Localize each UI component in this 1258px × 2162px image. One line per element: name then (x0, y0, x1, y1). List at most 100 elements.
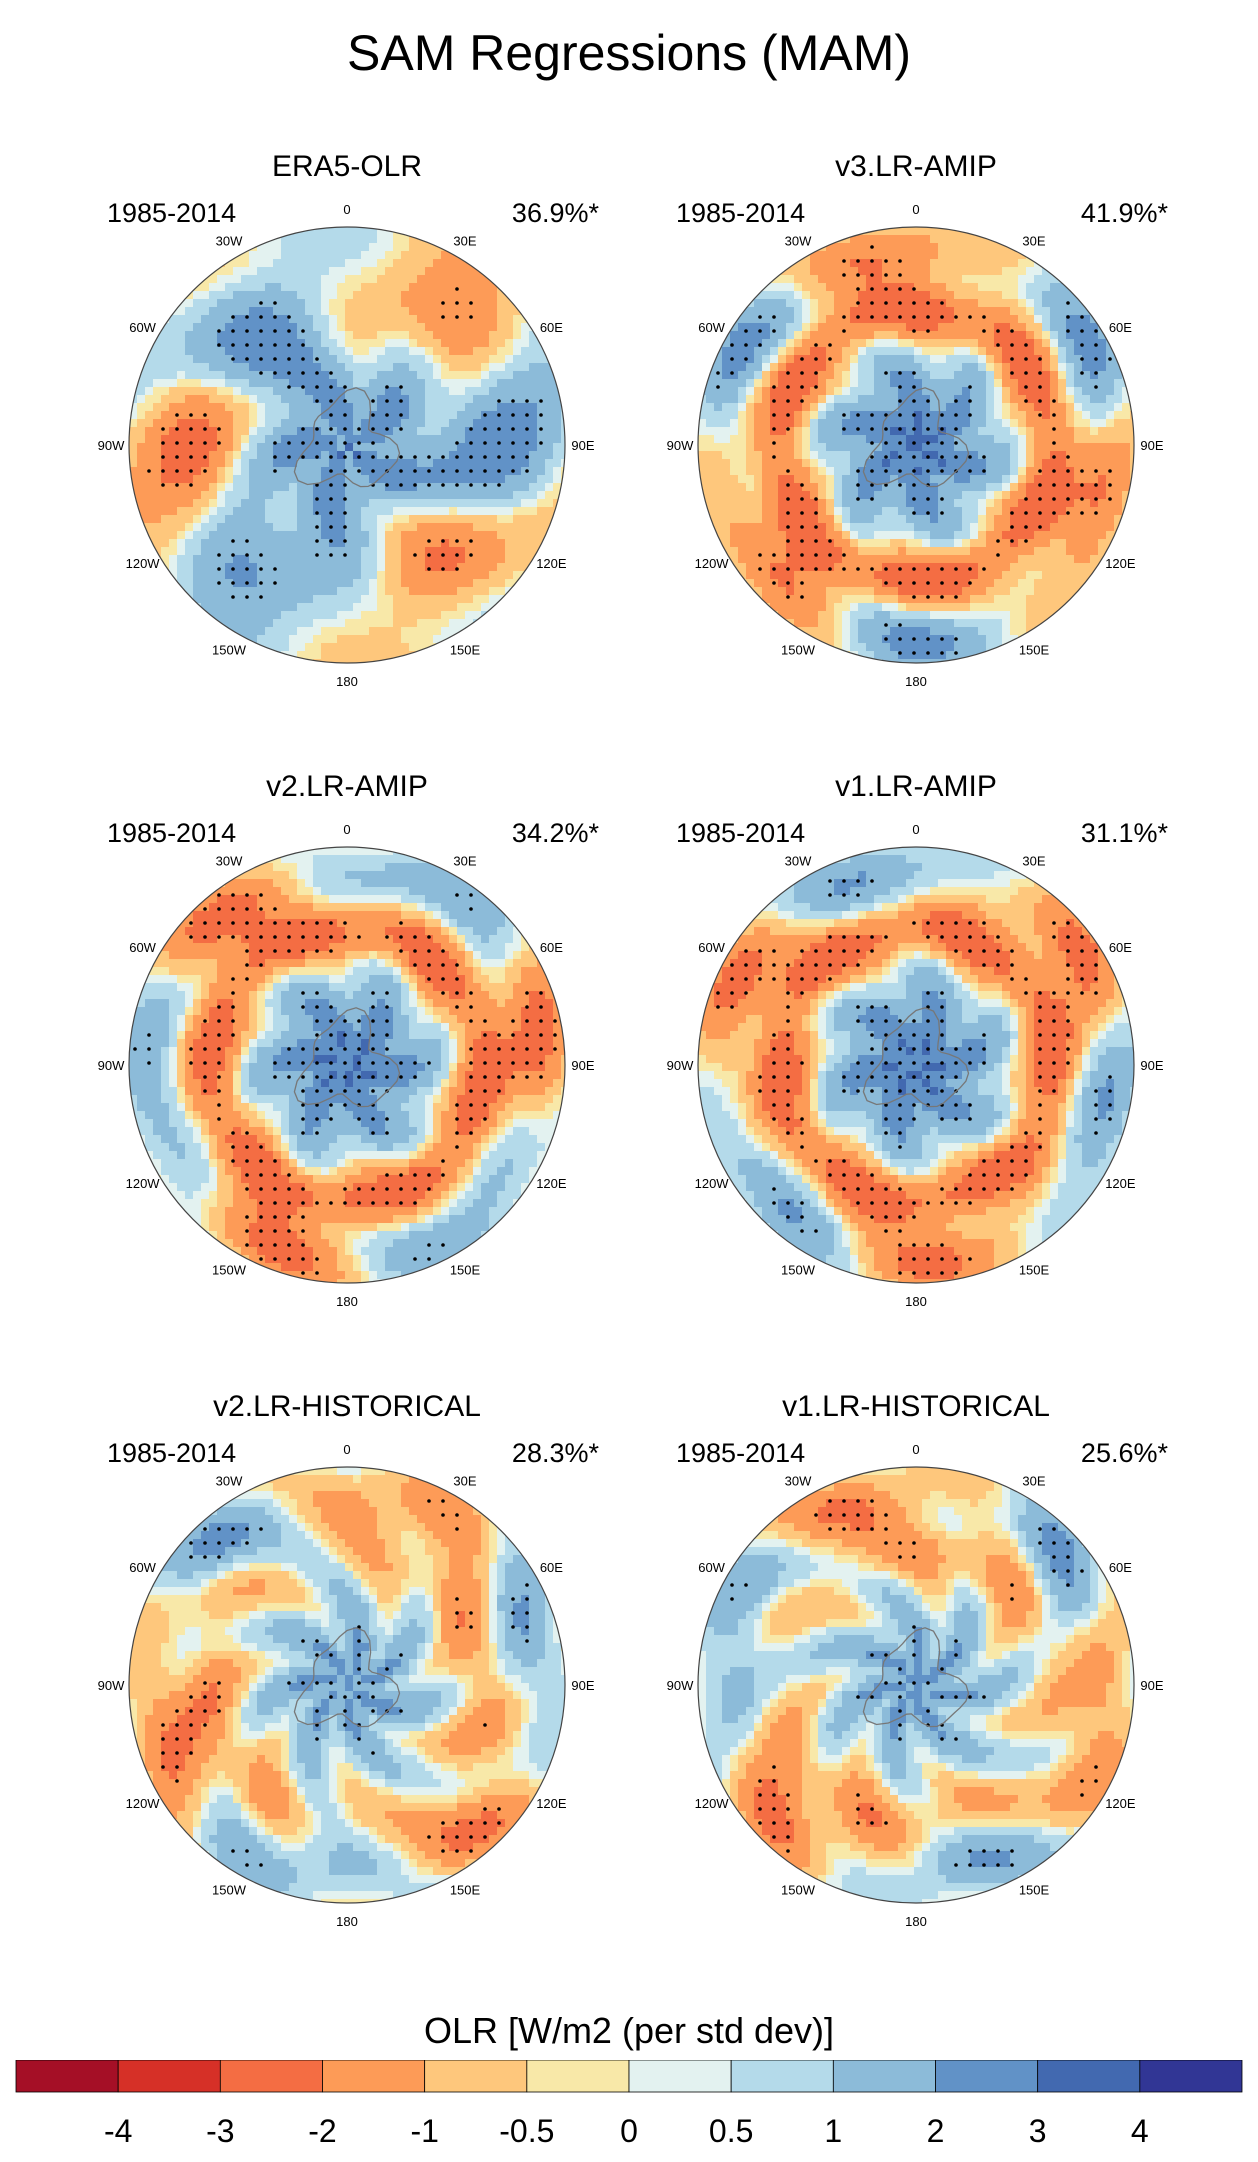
map-border (697, 226, 1135, 664)
longitude-label: 60E (540, 940, 563, 955)
longitude-label: 60E (1109, 940, 1132, 955)
longitude-label: 60E (540, 320, 563, 335)
longitude-label: 90W (98, 438, 125, 453)
map-border (697, 846, 1135, 1284)
longitude-label: 90W (667, 438, 694, 453)
olr-field (129, 1467, 565, 1903)
significance-stipple (133, 893, 557, 1275)
colorbar-tick-label: -0.5 (499, 2113, 554, 2149)
coastline (293, 387, 401, 488)
longitude-label: 120E (536, 1176, 567, 1191)
longitude-label: 90E (1140, 1678, 1163, 1693)
longitude-label: 0 (912, 822, 919, 837)
panel-title: v1.LR-AMIP (835, 770, 997, 803)
map-border (697, 1466, 1135, 1904)
longitude-label: 30W (216, 854, 243, 869)
longitude-label: 90E (571, 1058, 594, 1073)
longitude-label: 150W (212, 642, 247, 657)
longitude-label: 90W (667, 1678, 694, 1693)
longitude-label: 120E (536, 556, 567, 571)
colorbar-swatch (1037, 2060, 1141, 2093)
longitude-label: 90E (571, 438, 594, 453)
longitude-label: 0 (912, 1442, 919, 1457)
panel-title: v3.LR-AMIP (835, 150, 997, 183)
colorbar-swatch (1139, 2060, 1243, 2093)
longitude-label: 150W (781, 642, 816, 657)
longitude-label: 120E (536, 1796, 567, 1811)
polar-map: 0 30E 60E 90E 120E 150E 180 150W 120W 90W 60W 30W (667, 1442, 1164, 1929)
longitude-label: 30E (453, 1474, 476, 1489)
olr-field (698, 847, 1134, 1283)
longitude-label: 30W (785, 234, 812, 249)
longitude-label: 180 (336, 674, 358, 689)
longitude-label: 30W (785, 1474, 812, 1489)
coastline (293, 1627, 401, 1728)
period-label: 1985-2014 (676, 818, 806, 848)
longitude-label: 180 (905, 1914, 927, 1929)
longitude-label: 150E (450, 1882, 481, 1897)
polar-map: 0 30E 60E 90E 120E 150E 180 150W 120W 90W 60W 30W (667, 202, 1164, 689)
longitude-label: 150E (450, 642, 481, 657)
polar-map: 0 30E 60E 90E 120E 150E 180 150W 120W 90W 60W 30W (98, 1442, 595, 1929)
polar-map: 0 30E 60E 90E 120E 150E 180 150W 120W 90W 60W 30W (98, 822, 595, 1309)
longitude-label: 120W (695, 1176, 730, 1191)
significance-stipple (147, 287, 543, 599)
longitude-label: 0 (343, 202, 350, 217)
longitude-label: 90W (98, 1058, 125, 1073)
colorbar-tick-label: -4 (104, 2113, 132, 2149)
polar-map: 0 30E 60E 90E 120E 150E 180 150W 120W 90W 60W 30W (667, 822, 1164, 1309)
longitude-label: 120W (695, 556, 730, 571)
significance-stipple (716, 879, 1112, 1275)
colorbar-swatch (117, 2060, 221, 2093)
longitude-label: 60W (698, 940, 725, 955)
longitude-label: 60W (129, 320, 156, 335)
figure-title: SAM Regressions (MAM) (347, 25, 911, 81)
longitude-label: 30E (453, 854, 476, 869)
longitude-label: 30E (1022, 234, 1045, 249)
variance-percent: 36.9%* (511, 198, 599, 228)
longitude-label: 180 (905, 674, 927, 689)
period-label: 1985-2014 (107, 818, 237, 848)
longitude-label: 30E (1022, 854, 1045, 869)
colorbar-tick-label: 2 (927, 2113, 945, 2149)
longitude-label: 90W (98, 1678, 125, 1693)
longitude-label: 180 (905, 1294, 927, 1309)
longitude-label: 150E (1019, 642, 1050, 657)
longitude-label: 90W (667, 1058, 694, 1073)
longitude-label: 150W (781, 1882, 816, 1897)
panel-v1-lr-historical: v1.LR-HISTORICAL 1985-2014 25.6%* 0 30E 60… (616, 1390, 1216, 1950)
longitude-label: 120E (1105, 1176, 1136, 1191)
colorbar-swatch (526, 2060, 630, 2093)
variance-percent: 25.6%* (1080, 1438, 1168, 1468)
panel-title: v2.LR-AMIP (266, 770, 428, 803)
longitude-label: 90E (571, 1678, 594, 1693)
longitude-label: 60W (698, 320, 725, 335)
longitude-label: 150E (1019, 1262, 1050, 1277)
colorbar-swatch (832, 2060, 936, 2093)
longitude-label: 60W (129, 940, 156, 955)
panel-v3-lr-amip: v3.LR-AMIP 1985-2014 41.9%* 0 30E 60E 90E 12… (616, 150, 1216, 710)
longitude-label: 60W (698, 1560, 725, 1575)
longitude-label: 120W (695, 1796, 730, 1811)
colorbar-tick-label: 0 (620, 2113, 638, 2149)
colorbar-tick-label: 1 (824, 2113, 842, 2149)
period-label: 1985-2014 (676, 198, 806, 228)
panel-v1-lr-amip: v1.LR-AMIP 1985-2014 31.1%* 0 30E 60E 90E 12… (616, 770, 1216, 1330)
polar-map: 0 30E 60E 90E 120E 150E 180 150W 120W 90W 60W 30W (98, 202, 595, 689)
longitude-label: 90E (1140, 1058, 1163, 1073)
longitude-label: 150W (781, 1262, 816, 1277)
period-label: 1985-2014 (107, 1438, 237, 1468)
longitude-label: 30E (1022, 1474, 1045, 1489)
longitude-label: 0 (343, 822, 350, 837)
colorbar-tick-label: 0.5 (709, 2113, 753, 2149)
longitude-label: 60E (540, 1560, 563, 1575)
longitude-label: 120W (126, 556, 161, 571)
longitude-label: 150W (212, 1882, 247, 1897)
colorbar-swatch (322, 2060, 426, 2093)
colorbar-swatch (730, 2060, 834, 2093)
period-label: 1985-2014 (676, 1438, 806, 1468)
colorbar-swatch (424, 2060, 528, 2093)
variance-percent: 41.9%* (1080, 198, 1168, 228)
longitude-label: 30W (216, 234, 243, 249)
variance-percent: 31.1%* (1080, 818, 1168, 848)
